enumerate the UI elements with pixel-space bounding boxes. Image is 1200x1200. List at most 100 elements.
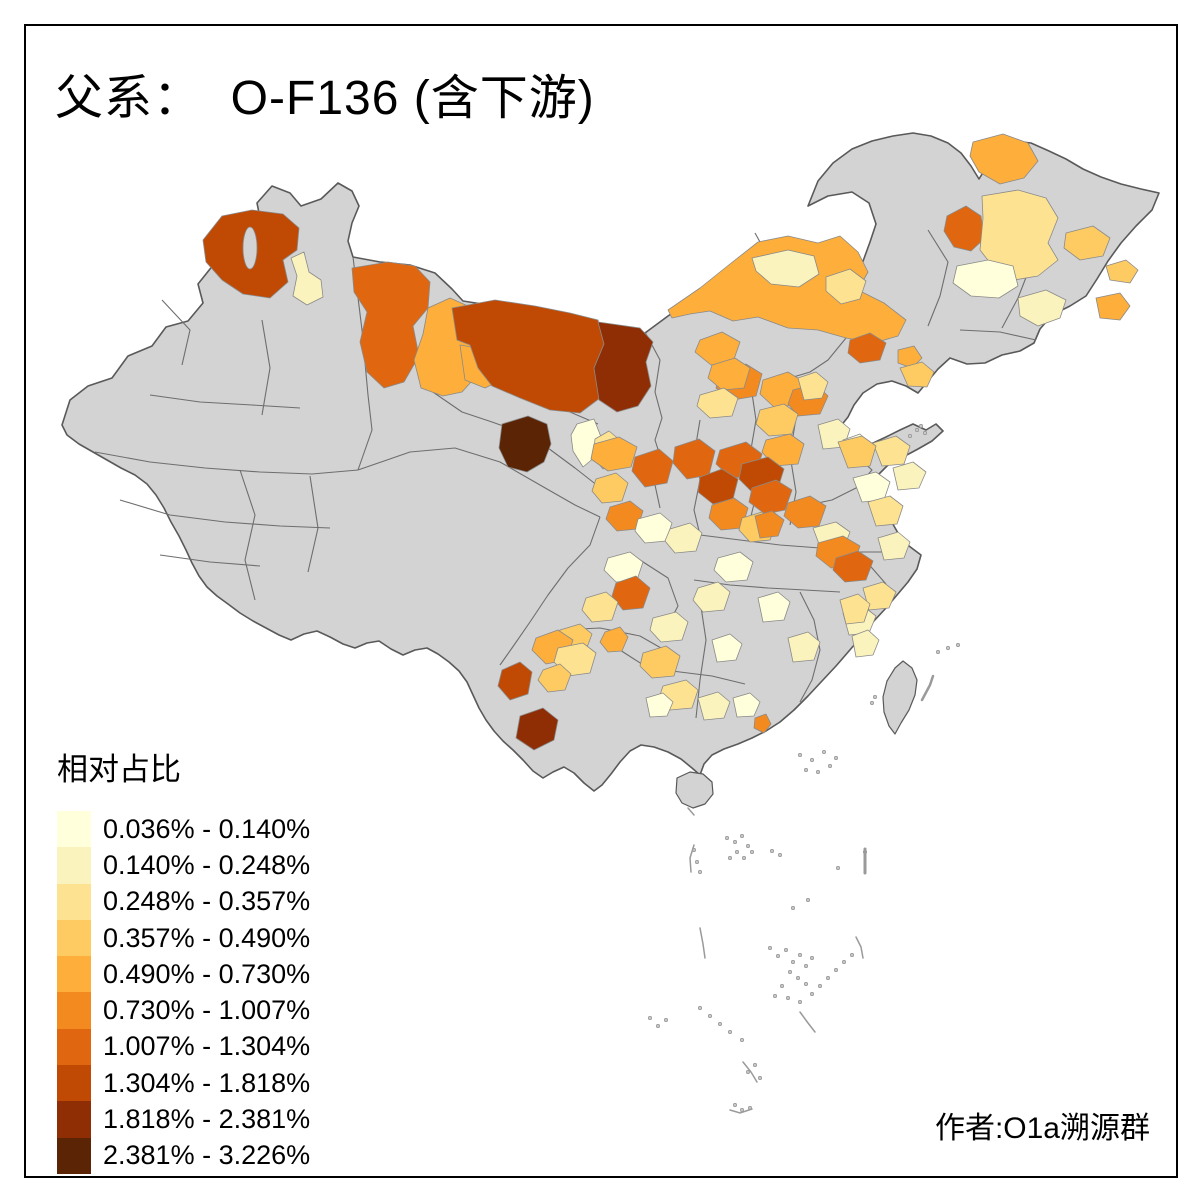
island-dot [745, 1070, 750, 1075]
island-dot [809, 955, 814, 960]
legend-label: 0.140% - 0.248% [103, 849, 311, 880]
map-region [892, 461, 927, 491]
map-region [969, 133, 1039, 185]
attribution: 作者:O1a溯源群 [934, 1112, 1150, 1145]
lake [242, 226, 258, 270]
map-region [667, 235, 907, 344]
legend-label: 1.007% - 1.304% [103, 1031, 311, 1062]
island-dot [914, 427, 919, 432]
island-dot [918, 423, 923, 428]
map-title: 父系： O-F136 (含下游) [55, 72, 595, 125]
island-dot [869, 700, 874, 705]
island-dot [769, 848, 774, 853]
island-dot [739, 833, 744, 838]
province-border [789, 337, 847, 379]
province-border [352, 256, 373, 471]
map-region [713, 551, 754, 583]
map-region [707, 357, 751, 391]
island-dot [833, 967, 838, 972]
island-dot [809, 991, 814, 996]
map-region [611, 575, 651, 611]
island-dot [734, 849, 739, 854]
island-dot [779, 983, 784, 988]
island-dot [775, 953, 780, 958]
legend-swatch [57, 992, 91, 1029]
island-dot [817, 983, 822, 988]
map-region [537, 663, 572, 693]
map-region [631, 448, 674, 488]
map-region [497, 661, 533, 701]
map-region [979, 189, 1059, 281]
map-region [757, 591, 791, 623]
legend-label: 0.357% - 0.490% [103, 922, 311, 953]
map-region [832, 550, 874, 583]
island-dot [795, 975, 800, 980]
legend-label: 0.036% - 0.140% [103, 813, 311, 844]
island-dot [907, 433, 912, 438]
map-region [839, 593, 871, 625]
map-region [515, 707, 559, 751]
island-dot [772, 993, 777, 998]
dash-line [699, 927, 706, 959]
map-region [761, 433, 805, 467]
province-border [149, 394, 301, 409]
legend-swatch [57, 1028, 91, 1066]
province-border [239, 469, 256, 601]
legend-swatch [57, 956, 91, 993]
province-border [799, 591, 821, 703]
province-border [161, 299, 191, 366]
map-region [451, 299, 605, 414]
legend-item: 2.381% - 3.226% [57, 1137, 311, 1174]
map-region [639, 645, 681, 679]
map-region [877, 531, 911, 561]
island-dot [790, 905, 795, 910]
legend-label: 2.381% - 3.226% [103, 1140, 311, 1171]
legend-swatch [57, 811, 91, 848]
legend-item: 1.818% - 2.381% [57, 1101, 311, 1138]
map-region [851, 629, 880, 658]
legend-item: 0.140% - 0.248% [57, 847, 311, 884]
island-dot [833, 755, 838, 760]
island-dot [767, 945, 772, 950]
island-dot [749, 849, 754, 854]
map-region [711, 633, 743, 663]
island-dot [739, 1038, 744, 1043]
island-dot [757, 1076, 762, 1081]
legend-label: 0.730% - 1.007% [103, 995, 311, 1026]
island-dot [841, 959, 846, 964]
island-dot [694, 859, 699, 864]
province-border [619, 649, 746, 685]
map-region [290, 251, 324, 306]
dash-line [799, 1011, 816, 1033]
legend-item: 0.248% - 0.357% [57, 883, 310, 920]
province-border [357, 447, 601, 518]
map-region [599, 626, 629, 653]
legend-label: 1.304% - 1.818% [103, 1067, 311, 1098]
hainan-island [675, 771, 714, 809]
island-dot [647, 1015, 652, 1020]
island-dot [707, 1013, 712, 1018]
island-dot [809, 757, 814, 762]
island-dot [803, 981, 808, 986]
map-region [872, 435, 911, 467]
map-region [899, 361, 935, 388]
legend-label: 1.818% - 2.381% [103, 1104, 311, 1135]
island-dot [655, 1024, 660, 1029]
island-dot [922, 430, 927, 435]
island-dot [697, 1005, 702, 1010]
map-region [1105, 259, 1139, 284]
map-region [591, 472, 629, 504]
island-dot [872, 694, 877, 699]
province-border [699, 534, 885, 553]
legend-swatch [57, 847, 91, 884]
map-region [645, 692, 674, 718]
island-dot [745, 843, 750, 848]
province-border [94, 451, 359, 475]
legend-item: 0.730% - 1.007% [57, 992, 311, 1029]
taiwan-island [882, 660, 918, 735]
legend-swatch [57, 919, 91, 957]
province-border [959, 329, 1037, 341]
island-dot [935, 649, 940, 654]
legend-item: 0.490% - 0.730% [57, 956, 310, 993]
